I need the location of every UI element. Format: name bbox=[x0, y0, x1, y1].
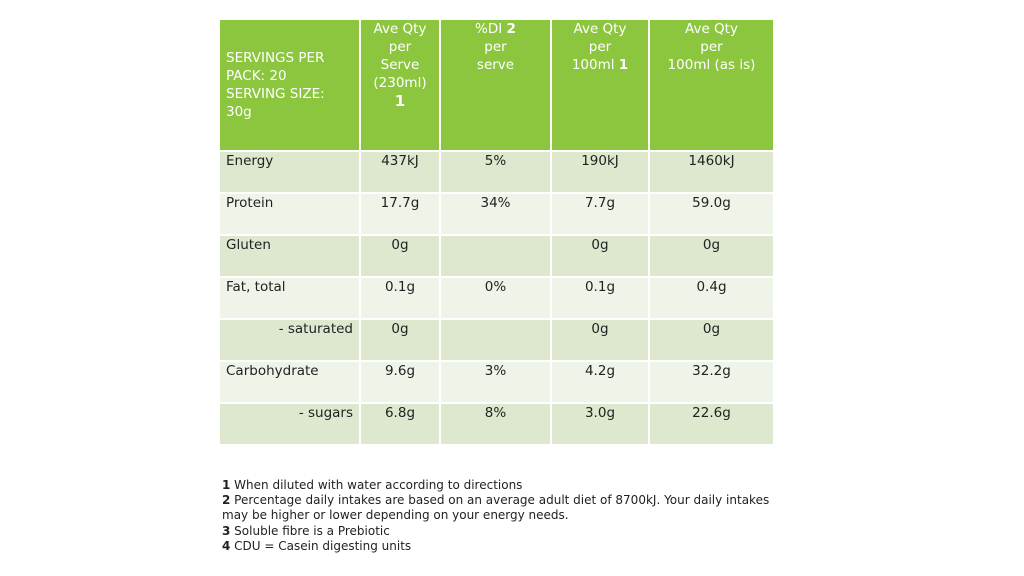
cell-as-is: 0g bbox=[648, 318, 775, 362]
header-text: %DI bbox=[475, 21, 503, 37]
footnote-item: 2 Percentage daily intakes are based on … bbox=[222, 493, 782, 523]
cell-percent-di: 34% bbox=[439, 192, 552, 236]
cell-per-100ml: 0g bbox=[550, 318, 650, 362]
header-ave-qty-per-100ml: Ave Qty per 100ml 1 bbox=[550, 18, 650, 152]
cell-per-serve: 17.7g bbox=[359, 192, 441, 236]
cell-as-is: 0.4g bbox=[648, 276, 775, 320]
footnote-number: 2 bbox=[222, 493, 231, 508]
footnote-text: When diluted with water according to dir… bbox=[230, 478, 523, 492]
cell-percent-di bbox=[439, 234, 552, 278]
cell-as-is: 1460kJ bbox=[648, 150, 775, 194]
cell-as-is: 59.0g bbox=[648, 192, 775, 236]
row-label: Gluten bbox=[218, 234, 361, 278]
header-servings-line: SERVING SIZE: 30g bbox=[226, 86, 325, 120]
table-row-fat-total: Fat, total 0.1g 0% 0.1g 0.4g bbox=[218, 276, 775, 320]
footnote-text: CDU = Casein digesting units bbox=[230, 538, 412, 553]
row-label: Energy bbox=[218, 150, 361, 194]
footnote-number: 1 bbox=[222, 478, 231, 492]
header-line: per bbox=[700, 39, 723, 55]
cell-per-serve: 0.1g bbox=[359, 276, 441, 320]
footnote-item: 1 When diluted with water according to d… bbox=[222, 478, 782, 493]
cell-per-100ml: 3.0g bbox=[550, 402, 650, 446]
cell-per-serve: 0g bbox=[359, 234, 441, 278]
cell-per-100ml: 7.7g bbox=[550, 192, 650, 236]
row-label: Protein bbox=[218, 192, 361, 236]
header-servings-line: PACK: 20 bbox=[226, 68, 287, 84]
footnote-ref: 2 bbox=[506, 21, 516, 37]
cell-percent-di bbox=[439, 318, 552, 362]
cell-percent-di: 8% bbox=[439, 402, 552, 446]
row-label: - saturated bbox=[218, 318, 361, 362]
header-ave-qty-as-is: Ave Qty per 100ml (as is) bbox=[648, 18, 775, 152]
row-label: Carbohydrate bbox=[218, 360, 361, 404]
footnote-number: 3 bbox=[222, 523, 231, 538]
cell-per-serve: 6.8g bbox=[359, 402, 441, 446]
header-line: Serve bbox=[380, 57, 420, 73]
row-label: Fat, total bbox=[218, 276, 361, 320]
cell-per-100ml: 0g bbox=[550, 234, 650, 278]
header-servings: SERVINGS PER PACK: 20 SERVING SIZE: 30g bbox=[218, 18, 361, 152]
footnote-text: Percentage daily intakes are based on an… bbox=[222, 493, 770, 523]
cell-percent-di: 0% bbox=[439, 276, 552, 320]
table-row-protein: Protein 17.7g 34% 7.7g 59.0g bbox=[218, 192, 775, 236]
table-row-energy: Energy 437kJ 5% 190kJ 1460kJ bbox=[218, 150, 775, 194]
header-text: 100ml bbox=[571, 57, 615, 73]
row-label: - sugars bbox=[218, 402, 361, 446]
table-row-carbohydrate: Carbohydrate 9.6g 3% 4.2g 32.2g bbox=[218, 360, 775, 404]
header-line: per bbox=[484, 39, 507, 55]
cell-per-100ml: 190kJ bbox=[550, 150, 650, 194]
footnote-ref: 1 bbox=[618, 57, 629, 73]
header-line: Ave Qty bbox=[685, 21, 738, 37]
nutrition-table: SERVINGS PER PACK: 20 SERVING SIZE: 30g … bbox=[218, 18, 775, 446]
header-line: Ave Qty bbox=[573, 21, 627, 37]
header-line: (230ml) bbox=[373, 75, 427, 91]
table-row-sugars: - sugars 6.8g 8% 3.0g 22.6g bbox=[218, 402, 775, 446]
cell-as-is: 32.2g bbox=[648, 360, 775, 404]
header-line: 100ml (as is) bbox=[667, 57, 756, 73]
table-row-saturated: - saturated 0g 0g 0g bbox=[218, 318, 775, 362]
footnotes: 1 When diluted with water according to d… bbox=[222, 478, 782, 554]
header-line: serve bbox=[476, 57, 515, 73]
footnote-number: 4 bbox=[222, 538, 231, 553]
footnote-item: 4 CDU = Casein digesting units bbox=[222, 539, 782, 554]
table-row-gluten: Gluten 0g 0g 0g bbox=[218, 234, 775, 278]
cell-as-is: 0g bbox=[648, 234, 775, 278]
footnote-item: 3 Soluble fibre is a Prebiotic bbox=[222, 524, 782, 539]
header-line: 100ml 1 bbox=[558, 56, 642, 74]
cell-percent-di: 3% bbox=[439, 360, 552, 404]
header-line: per bbox=[588, 39, 612, 55]
header-servings-line: SERVINGS PER bbox=[226, 50, 325, 66]
cell-per-serve: 9.6g bbox=[359, 360, 441, 404]
table-header-row: SERVINGS PER PACK: 20 SERVING SIZE: 30g … bbox=[218, 18, 775, 152]
footnote-ref: 1 bbox=[394, 92, 406, 110]
header-percent-di: %DI 2 per serve bbox=[439, 18, 552, 152]
cell-as-is: 22.6g bbox=[648, 402, 775, 446]
footnote-text: Soluble fibre is a Prebiotic bbox=[230, 523, 390, 538]
cell-per-100ml: 0.1g bbox=[550, 276, 650, 320]
header-line: Ave Qty bbox=[373, 21, 427, 37]
cell-per-serve: 0g bbox=[359, 318, 441, 362]
cell-percent-di: 5% bbox=[439, 150, 552, 194]
cell-per-100ml: 4.2g bbox=[550, 360, 650, 404]
header-ave-qty-per-serve: Ave Qty per Serve (230ml) 1 bbox=[359, 18, 441, 152]
header-line: per bbox=[388, 39, 412, 55]
header-line: %DI 2 bbox=[447, 20, 544, 38]
cell-per-serve: 437kJ bbox=[359, 150, 441, 194]
